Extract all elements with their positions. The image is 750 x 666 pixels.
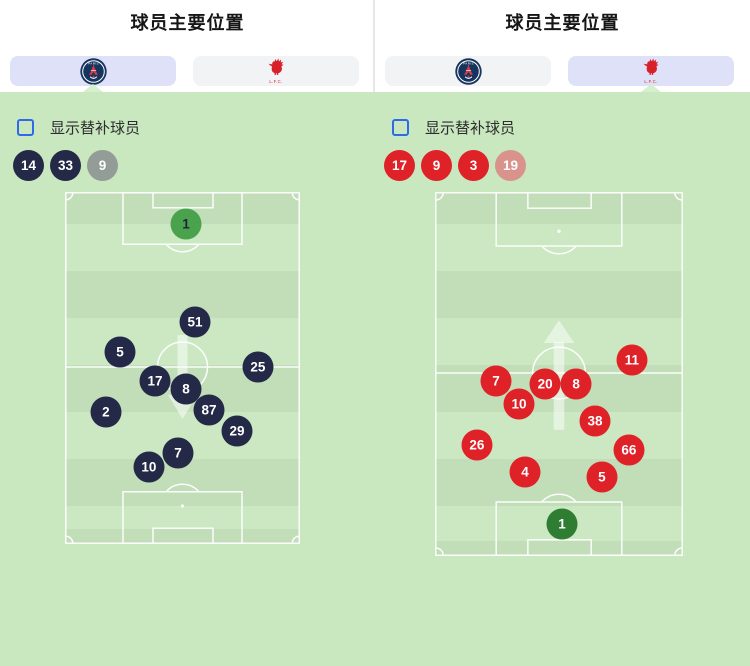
liverpool-crest-icon: L.F.C. xyxy=(643,58,659,84)
svg-text:PARIS: PARIS xyxy=(463,61,474,65)
player-dot: 17 xyxy=(139,365,171,397)
player-dot: 51 xyxy=(179,306,211,338)
page-title: 球员主要位置 xyxy=(505,13,620,33)
svg-text:L.F.C.: L.F.C. xyxy=(644,79,657,84)
football-pitch: 11 7 20 8 10 38 26 66 4 5 1 xyxy=(435,192,683,556)
player-dot: 11 xyxy=(616,344,648,376)
player-dot: 10 xyxy=(503,388,535,420)
player-dot: 20 xyxy=(529,368,561,400)
player-dot: 66 xyxy=(613,434,645,466)
show-subs-label: 显示替补球员 xyxy=(425,120,516,137)
substitutes-row: 17 9 3 19 xyxy=(384,150,526,181)
player-dot: 7 xyxy=(162,437,194,469)
panel-body: 显示替补球员 14 33 9 xyxy=(0,84,375,666)
svg-text:L.F.C.: L.F.C. xyxy=(269,79,282,84)
player-dot: 38 xyxy=(579,405,611,437)
substitute-dot: 9 xyxy=(421,150,452,181)
player-dot: 26 xyxy=(461,429,493,461)
svg-text:PARIS: PARIS xyxy=(88,61,99,65)
tab-liverpool[interactable]: L.F.C. xyxy=(568,56,734,86)
substitute-dot: 17 xyxy=(384,150,415,181)
player-dot: 7 xyxy=(480,365,512,397)
substitute-dot: 14 xyxy=(13,150,44,181)
page-title: 球员主要位置 xyxy=(130,13,245,33)
football-pitch: 1 51 5 25 17 8 87 2 29 10 7 xyxy=(65,192,300,544)
player-dot: 1 xyxy=(170,208,202,240)
selected-tab-caret xyxy=(83,84,103,92)
player-dot: 5 xyxy=(104,336,136,368)
psg-crest-icon: PARIS xyxy=(79,57,107,85)
player-dot: 8 xyxy=(560,368,592,400)
psg-crest-icon: PARIS xyxy=(454,57,482,85)
show-subs-toggle: 显示替补球员 xyxy=(392,117,515,138)
show-subs-toggle: 显示替补球员 xyxy=(17,117,140,138)
player-dot: 2 xyxy=(90,396,122,428)
tab-psg[interactable]: PARIS xyxy=(385,56,551,86)
substitute-dot: 33 xyxy=(50,150,81,181)
player-dot: 1 xyxy=(546,508,578,540)
player-dot: 25 xyxy=(242,351,274,383)
panel-body: 显示替补球员 17 9 3 19 xyxy=(375,84,750,666)
selected-tab-caret xyxy=(641,84,661,92)
player-dot: 29 xyxy=(221,415,253,447)
player-dot: 5 xyxy=(586,461,618,493)
panel-divider xyxy=(373,0,375,92)
panel-header: 球员主要位置 PARIS L.F.C. xyxy=(0,0,375,92)
substitutes-row: 14 33 9 xyxy=(13,150,118,181)
players-layer: 1 51 5 25 17 8 87 2 29 10 7 xyxy=(65,192,300,544)
panel-header: 球员主要位置 PARIS L.F.C. xyxy=(375,0,750,92)
substitute-dot: 19 xyxy=(495,150,526,181)
player-dot: 87 xyxy=(193,394,225,426)
team-positions-panel-psg: 球员主要位置 PARIS L.F.C. xyxy=(0,0,375,666)
tab-psg[interactable]: PARIS xyxy=(10,56,176,86)
tab-liverpool[interactable]: L.F.C. xyxy=(193,56,359,86)
show-subs-label: 显示替补球员 xyxy=(50,120,141,137)
substitute-dot: 9 xyxy=(87,150,118,181)
show-subs-checkbox[interactable] xyxy=(17,119,34,136)
show-subs-checkbox[interactable] xyxy=(392,119,409,136)
team-positions-panel-liverpool: 球员主要位置 PARIS L.F.C. xyxy=(375,0,750,666)
substitute-dot: 3 xyxy=(458,150,489,181)
player-dot: 4 xyxy=(509,456,541,488)
liverpool-crest-icon: L.F.C. xyxy=(268,58,284,84)
players-layer: 11 7 20 8 10 38 26 66 4 5 1 xyxy=(435,192,683,556)
player-dot: 10 xyxy=(133,451,165,483)
